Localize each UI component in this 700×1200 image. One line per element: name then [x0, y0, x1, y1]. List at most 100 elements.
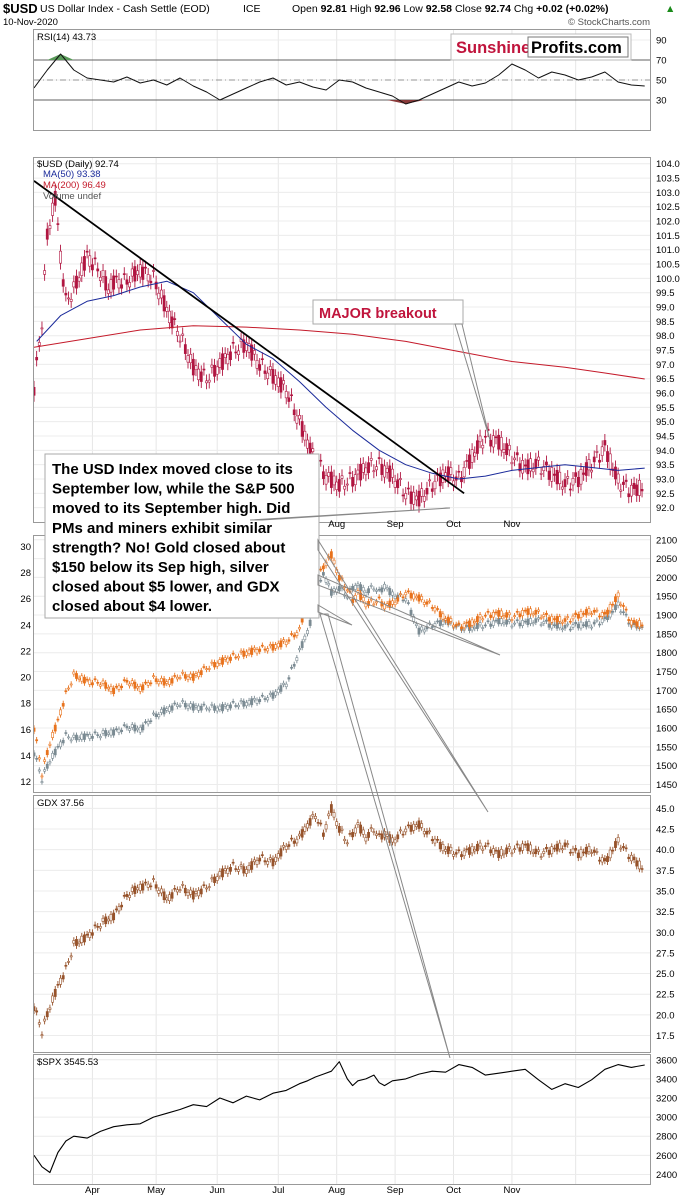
spx-line [34, 1061, 645, 1174]
gold-candle [393, 601, 397, 606]
gdx-candle [515, 843, 519, 846]
silver-candle [226, 705, 230, 710]
silver-candle [146, 720, 150, 725]
y-tick-label: 93.5 [656, 460, 675, 471]
gdx-candle [69, 955, 73, 958]
note-line: strength? No! Gold closed about [52, 539, 285, 556]
silver-candle [165, 708, 169, 711]
silver-candle [603, 616, 607, 619]
gold-candle [72, 671, 76, 675]
gold-candle [183, 674, 187, 679]
silver-candle [125, 725, 129, 729]
gold-candle [181, 671, 185, 674]
gdx-candle [215, 876, 219, 881]
usd-candle [340, 475, 344, 479]
gdx-candle [632, 856, 636, 861]
usd-candle [226, 354, 230, 365]
gdx-candle [80, 935, 84, 943]
silver-candle [502, 622, 506, 625]
gdx-candle [98, 926, 102, 929]
gold-candle [274, 644, 278, 649]
usd-candle [433, 480, 437, 490]
silver-candle [221, 704, 224, 712]
gold-candle [69, 683, 73, 686]
silver-y-tick-label: 16 [20, 725, 31, 736]
y-tick-label: 70 [656, 56, 667, 67]
gold-candle [207, 668, 211, 670]
gdx-candle [130, 887, 134, 892]
usd-candle [574, 472, 578, 477]
silver-candle [114, 728, 118, 731]
gdx-candle [438, 841, 442, 850]
usd-candle [152, 270, 155, 272]
x-tick-label: Aug [328, 519, 345, 530]
usd-candle [348, 472, 352, 474]
silver-candle [401, 599, 405, 602]
usd-candle [369, 458, 373, 461]
gold-candle [406, 590, 410, 593]
silver-candle [393, 595, 397, 599]
usd-candle [473, 452, 477, 457]
silver-candle [181, 700, 185, 703]
silver-candle [194, 705, 198, 708]
gold-candle [122, 679, 126, 681]
y-tick-label: 90 [656, 36, 667, 47]
source-credit: © StockCharts.com [568, 17, 650, 28]
silver-candle [133, 724, 137, 732]
silver-candle [178, 705, 182, 707]
y-tick-label: 37.5 [656, 866, 675, 877]
x-tick-label: Oct [446, 1185, 461, 1196]
silver-candle [622, 611, 625, 614]
silver-candle [56, 745, 60, 748]
silver-candle [93, 731, 97, 734]
gdx-candle [444, 849, 447, 852]
gdx-candle [56, 983, 60, 986]
gold-candle [401, 596, 405, 599]
silver-candle [329, 588, 333, 596]
gold-candle [114, 685, 118, 688]
gold-candle [263, 648, 267, 651]
gdx-candle [539, 856, 543, 858]
gold-candle [483, 614, 487, 617]
usd-candle [189, 354, 193, 364]
gold-candle [160, 677, 163, 682]
gdx-candle [505, 847, 509, 854]
gdx-candle [298, 833, 301, 837]
silver-candle [507, 619, 511, 622]
gdx-candle [534, 848, 538, 855]
gdx-candle [367, 832, 370, 838]
silver-candle [72, 734, 76, 738]
silver-candle [45, 763, 49, 769]
y-tick-label: 42.5 [656, 825, 675, 836]
usd-candle [396, 479, 400, 489]
silver-candle [510, 625, 514, 628]
silver-candle [252, 698, 256, 701]
gold-candle [186, 676, 190, 680]
gold-candle [505, 612, 509, 618]
silver-candle [576, 623, 580, 629]
gold-candle [93, 678, 97, 681]
gold-candle [130, 680, 134, 685]
silver-candle [523, 620, 527, 623]
gdx-candle [144, 881, 147, 884]
usd-candle [266, 372, 270, 380]
gold-candle [215, 662, 219, 667]
silver-candle [430, 626, 434, 628]
gdx-candle [199, 888, 203, 895]
gdx-candle [422, 831, 426, 835]
gold-candle [582, 613, 586, 615]
silver-candle [590, 626, 593, 629]
gold-candle [229, 656, 232, 661]
silver-candle [122, 724, 126, 726]
x-tick-label: Sep [387, 1185, 404, 1196]
usd-candle [449, 467, 453, 475]
silver-candle [138, 726, 142, 733]
gold-candle [590, 613, 593, 615]
gdx-candle [576, 852, 580, 859]
usd-candle [462, 467, 466, 478]
usd-candle [539, 473, 543, 475]
gold-candle [221, 657, 224, 665]
silver-candle [383, 583, 386, 590]
usd-candle [555, 469, 559, 485]
usd-candle [545, 461, 548, 466]
